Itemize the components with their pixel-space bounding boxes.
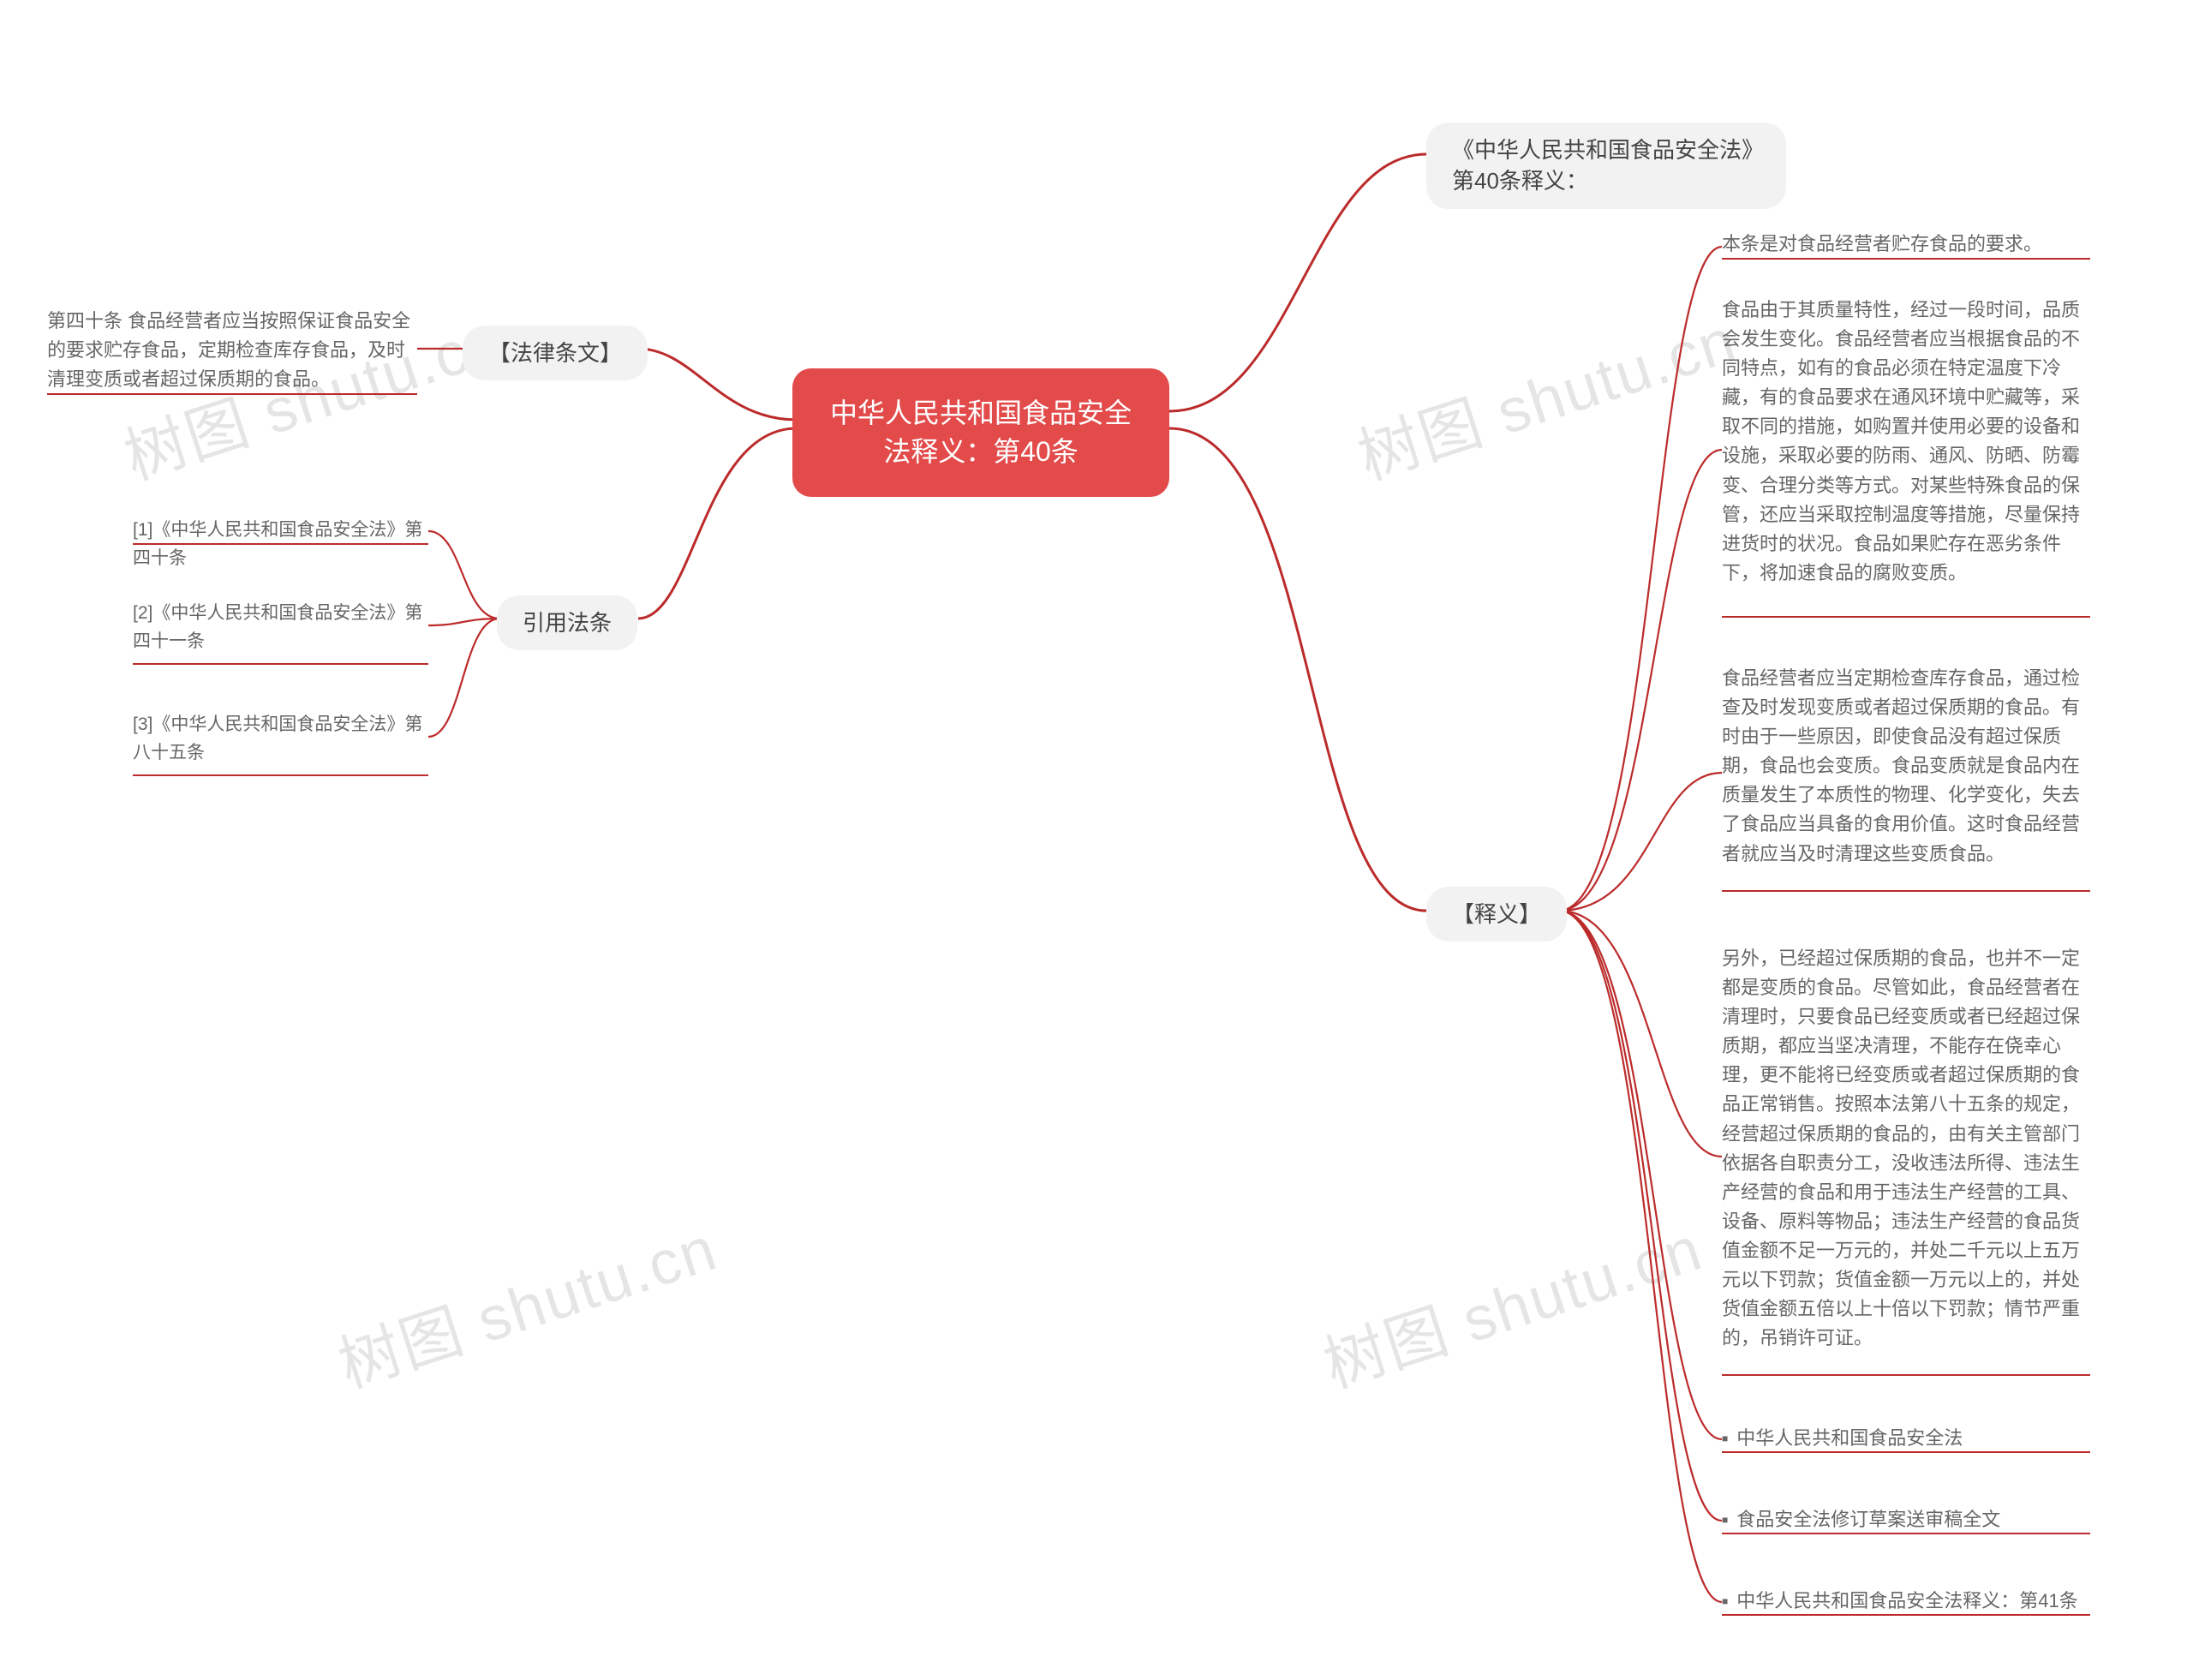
leaf-citation-2: [2]《中华人民共和国食品安全法》第四十一条	[133, 600, 428, 655]
leaf-interp-3: 食品经营者应当定期检查库存食品，通过检查及时发现变质或者超过保质期的食品。有时由…	[1722, 664, 2090, 869]
branch-intro[interactable]: 《中华人民共和国食品安全法》第40条释义：	[1426, 123, 1786, 209]
leaf-interp-5: 中华人民共和国食品安全法	[1722, 1424, 2090, 1453]
root-node[interactable]: 中华人民共和国食品安全法释义：第40条	[792, 368, 1169, 497]
leaf-citation-3: [3]《中华人民共和国食品安全法》第八十五条	[133, 711, 428, 767]
leaf-interp-2: 食品由于其质量特性，经过一段时间，品质会发生变化。食品经营者应当根据食品的不同特…	[1722, 296, 2090, 588]
leaf-interp-7: 中华人民共和国食品安全法释义：第41条	[1722, 1587, 2090, 1616]
branch-interp[interactable]: 【释义】	[1426, 887, 1567, 942]
leaf-interp-4: 另外，已经超过保质期的食品，也并不一定都是变质的食品。尽管如此，食品经营者在清理…	[1722, 944, 2090, 1353]
branch-law-text[interactable]: 【法律条文】	[463, 326, 648, 380]
watermark: 树图 shutu.cn	[326, 1198, 726, 1404]
leaf-interp-1: 本条是对食品经营者贮存食品的要求。	[1722, 230, 2090, 259]
watermark: 树图 shutu.cn	[1311, 1198, 1712, 1404]
watermark: 树图 shutu.cn	[1345, 290, 1746, 496]
branch-citations[interactable]: 引用法条	[497, 595, 637, 650]
leaf-interp-6: 食品安全法修订草案送审稿全文	[1722, 1505, 2090, 1534]
leaf-law-text-content: 第四十条 食品经营者应当按照保证食品安全的要求贮存食品，定期检查库存食品，及时清…	[47, 307, 415, 394]
leaf-citation-1: [1]《中华人民共和国食品安全法》第四十条	[133, 517, 428, 572]
